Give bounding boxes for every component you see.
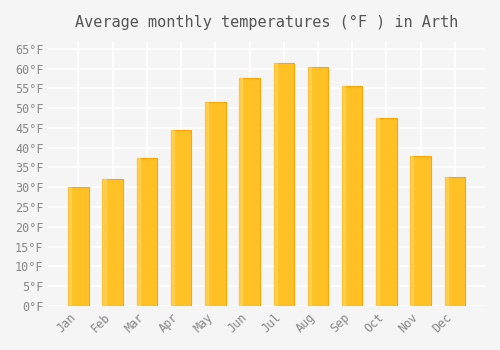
Bar	[342, 86, 345, 306]
Bar	[308, 66, 311, 306]
Bar	[240, 78, 242, 306]
Bar	[410, 155, 431, 306]
Bar	[205, 102, 208, 306]
Bar	[102, 179, 123, 306]
Bar	[410, 155, 414, 306]
Bar	[102, 179, 106, 306]
Bar	[376, 118, 380, 306]
Bar	[205, 102, 226, 306]
Bar	[240, 78, 260, 306]
Bar	[274, 63, 294, 306]
Bar	[136, 158, 140, 306]
Bar	[308, 66, 328, 306]
Bar	[376, 118, 396, 306]
Bar	[274, 63, 276, 306]
Bar	[171, 130, 174, 306]
Bar	[444, 177, 465, 306]
Bar	[342, 86, 362, 306]
Bar	[68, 187, 71, 306]
Bar	[68, 187, 88, 306]
Bar	[136, 158, 157, 306]
Title: Average monthly temperatures (°F ) in Arth: Average monthly temperatures (°F ) in Ar…	[75, 15, 458, 30]
Bar	[171, 130, 192, 306]
Bar	[444, 177, 448, 306]
